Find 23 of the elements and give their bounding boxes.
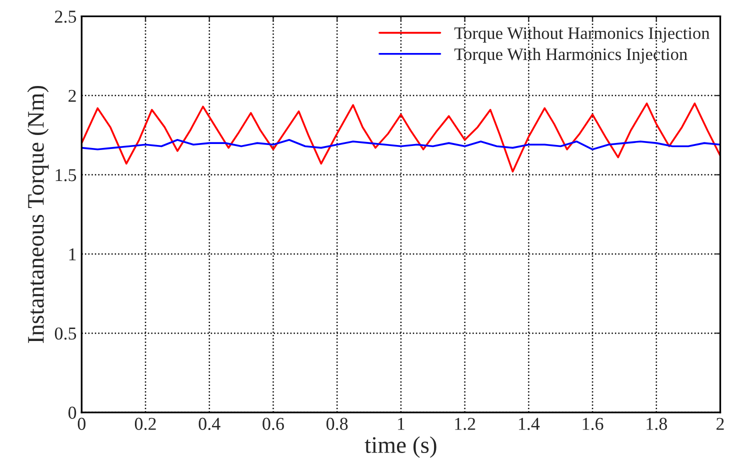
y-tick-label: 1.5 xyxy=(56,169,76,182)
x-tick-label: 0.8 xyxy=(326,418,348,430)
legend-label: Torque With Harmonics Injection xyxy=(454,48,688,64)
x-tick-label: 1.4 xyxy=(518,418,540,430)
x-tick-label: 0 xyxy=(78,418,86,430)
x-tick-label: 1.8 xyxy=(646,418,667,430)
x-tick-label: 1.6 xyxy=(582,418,604,430)
x-tick-label: 0.6 xyxy=(262,418,284,430)
x-axis-title: time (s) xyxy=(364,436,436,458)
x-tick-label: 1.2 xyxy=(455,418,476,430)
line-series xyxy=(82,138,720,150)
y-axis-title: Instantaneous Torque (Nm) xyxy=(27,86,49,343)
x-tick-label: 0.2 xyxy=(134,418,156,430)
y-tick-label: 2.5 xyxy=(55,10,76,23)
x-tick-label: 0.4 xyxy=(198,418,220,430)
y-tick-label: 1 xyxy=(69,248,76,260)
x-tick-label: 1 xyxy=(398,418,404,430)
legend-label: Torque Without Harmonics Injection xyxy=(454,26,710,43)
y-tick-label: 0.5 xyxy=(54,327,76,340)
line-series xyxy=(82,102,720,172)
x-tick-label: 2 xyxy=(716,418,724,430)
y-tick-label: 0 xyxy=(68,406,76,419)
y-tick-label: 2 xyxy=(68,90,76,102)
